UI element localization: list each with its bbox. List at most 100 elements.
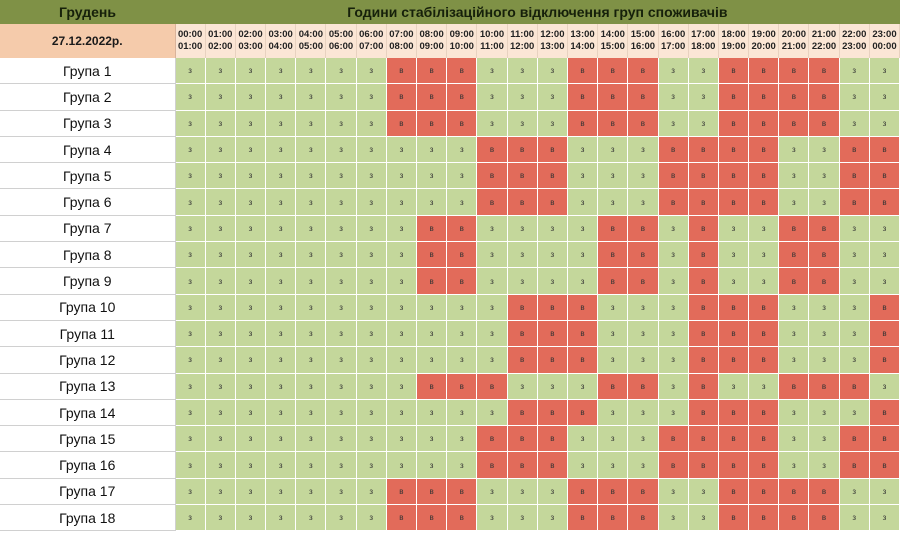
power-on-cell[interactable]: з: [325, 267, 357, 295]
power-on-cell[interactable]: з: [295, 478, 327, 506]
hour-header[interactable]: 17:00 18:00: [688, 24, 719, 58]
power-on-cell[interactable]: з: [295, 215, 327, 243]
power-on-cell[interactable]: з: [175, 320, 206, 348]
group-label[interactable]: Група 2: [0, 83, 176, 111]
power-on-cell[interactable]: з: [658, 320, 689, 348]
outage-cell[interactable]: в: [567, 478, 599, 506]
power-on-cell[interactable]: з: [235, 294, 267, 321]
power-on-cell[interactable]: з: [205, 425, 236, 453]
power-on-cell[interactable]: з: [235, 373, 267, 400]
power-on-cell[interactable]: з: [446, 425, 478, 453]
power-on-cell[interactable]: з: [597, 162, 629, 190]
outage-cell[interactable]: в: [688, 241, 719, 269]
power-on-cell[interactable]: з: [839, 320, 870, 348]
hour-header[interactable]: 12:00 13:00: [537, 24, 568, 58]
power-on-cell[interactable]: з: [356, 188, 387, 216]
outage-cell[interactable]: в: [537, 399, 568, 427]
outage-cell[interactable]: в: [778, 215, 810, 243]
power-on-cell[interactable]: з: [416, 294, 448, 321]
outage-cell[interactable]: в: [446, 478, 478, 506]
outage-cell[interactable]: в: [808, 373, 840, 400]
power-on-cell[interactable]: з: [597, 425, 629, 453]
power-on-cell[interactable]: з: [597, 346, 629, 374]
outage-cell[interactable]: в: [476, 136, 508, 164]
outage-cell[interactable]: в: [416, 83, 448, 111]
power-on-cell[interactable]: з: [627, 294, 659, 321]
power-on-cell[interactable]: з: [839, 241, 870, 269]
group-label[interactable]: Група 17: [0, 478, 176, 506]
hour-header[interactable]: 13:00 14:00: [567, 24, 599, 58]
power-on-cell[interactable]: з: [265, 188, 297, 216]
power-on-cell[interactable]: з: [205, 110, 236, 137]
power-on-cell[interactable]: з: [446, 162, 478, 190]
power-on-cell[interactable]: з: [658, 241, 689, 269]
group-label[interactable]: Група 8: [0, 241, 176, 269]
power-on-cell[interactable]: з: [356, 267, 387, 295]
outage-cell[interactable]: в: [718, 451, 750, 479]
outage-cell[interactable]: в: [778, 504, 810, 532]
power-on-cell[interactable]: з: [295, 136, 327, 164]
hour-header[interactable]: 15:00 16:00: [627, 24, 659, 58]
outage-cell[interactable]: в: [567, 58, 599, 85]
hour-header[interactable]: 18:00 19:00: [718, 24, 750, 58]
power-on-cell[interactable]: з: [235, 451, 267, 479]
outage-cell[interactable]: в: [597, 215, 629, 243]
outage-cell[interactable]: в: [808, 83, 840, 111]
power-on-cell[interactable]: з: [175, 162, 206, 190]
power-on-cell[interactable]: з: [567, 425, 599, 453]
power-on-cell[interactable]: з: [567, 215, 599, 243]
outage-cell[interactable]: в: [869, 346, 900, 374]
power-on-cell[interactable]: з: [658, 373, 689, 400]
power-on-cell[interactable]: з: [778, 451, 810, 479]
power-on-cell[interactable]: з: [175, 58, 206, 85]
group-label[interactable]: Група 3: [0, 110, 176, 137]
hour-header[interactable]: 09:00 10:00: [446, 24, 478, 58]
outage-cell[interactable]: в: [476, 451, 508, 479]
outage-cell[interactable]: в: [688, 267, 719, 295]
power-on-cell[interactable]: з: [808, 346, 840, 374]
outage-cell[interactable]: в: [446, 110, 478, 137]
power-on-cell[interactable]: з: [265, 373, 297, 400]
power-on-cell[interactable]: з: [205, 373, 236, 400]
outage-cell[interactable]: в: [627, 83, 659, 111]
power-on-cell[interactable]: з: [205, 267, 236, 295]
power-on-cell[interactable]: з: [265, 320, 297, 348]
outage-cell[interactable]: в: [658, 162, 689, 190]
outage-cell[interactable]: в: [627, 110, 659, 137]
power-on-cell[interactable]: з: [597, 136, 629, 164]
outage-cell[interactable]: в: [748, 188, 780, 216]
power-on-cell[interactable]: з: [627, 399, 659, 427]
power-on-cell[interactable]: з: [265, 425, 297, 453]
power-on-cell[interactable]: з: [235, 346, 267, 374]
power-on-cell[interactable]: з: [325, 83, 357, 111]
power-on-cell[interactable]: з: [325, 136, 357, 164]
power-on-cell[interactable]: з: [416, 451, 448, 479]
power-on-cell[interactable]: з: [507, 83, 538, 111]
outage-cell[interactable]: в: [808, 110, 840, 137]
power-on-cell[interactable]: з: [597, 399, 629, 427]
outage-cell[interactable]: в: [537, 188, 568, 216]
power-on-cell[interactable]: з: [839, 399, 870, 427]
outage-cell[interactable]: в: [386, 478, 418, 506]
outage-cell[interactable]: в: [507, 188, 538, 216]
group-label[interactable]: Група 5: [0, 162, 176, 190]
power-on-cell[interactable]: з: [416, 425, 448, 453]
power-on-cell[interactable]: з: [356, 346, 387, 374]
outage-cell[interactable]: в: [507, 399, 538, 427]
power-on-cell[interactable]: з: [416, 188, 448, 216]
power-on-cell[interactable]: з: [839, 215, 870, 243]
outage-cell[interactable]: в: [507, 162, 538, 190]
outage-cell[interactable]: в: [688, 215, 719, 243]
power-on-cell[interactable]: з: [718, 241, 750, 269]
power-on-cell[interactable]: з: [507, 58, 538, 85]
power-on-cell[interactable]: з: [325, 215, 357, 243]
power-on-cell[interactable]: з: [808, 188, 840, 216]
power-on-cell[interactable]: з: [476, 110, 508, 137]
power-on-cell[interactable]: з: [265, 83, 297, 111]
outage-cell[interactable]: в: [688, 136, 719, 164]
power-on-cell[interactable]: з: [778, 320, 810, 348]
power-on-cell[interactable]: з: [175, 346, 206, 374]
power-on-cell[interactable]: з: [839, 110, 870, 137]
power-on-cell[interactable]: з: [537, 478, 568, 506]
outage-cell[interactable]: в: [869, 136, 900, 164]
